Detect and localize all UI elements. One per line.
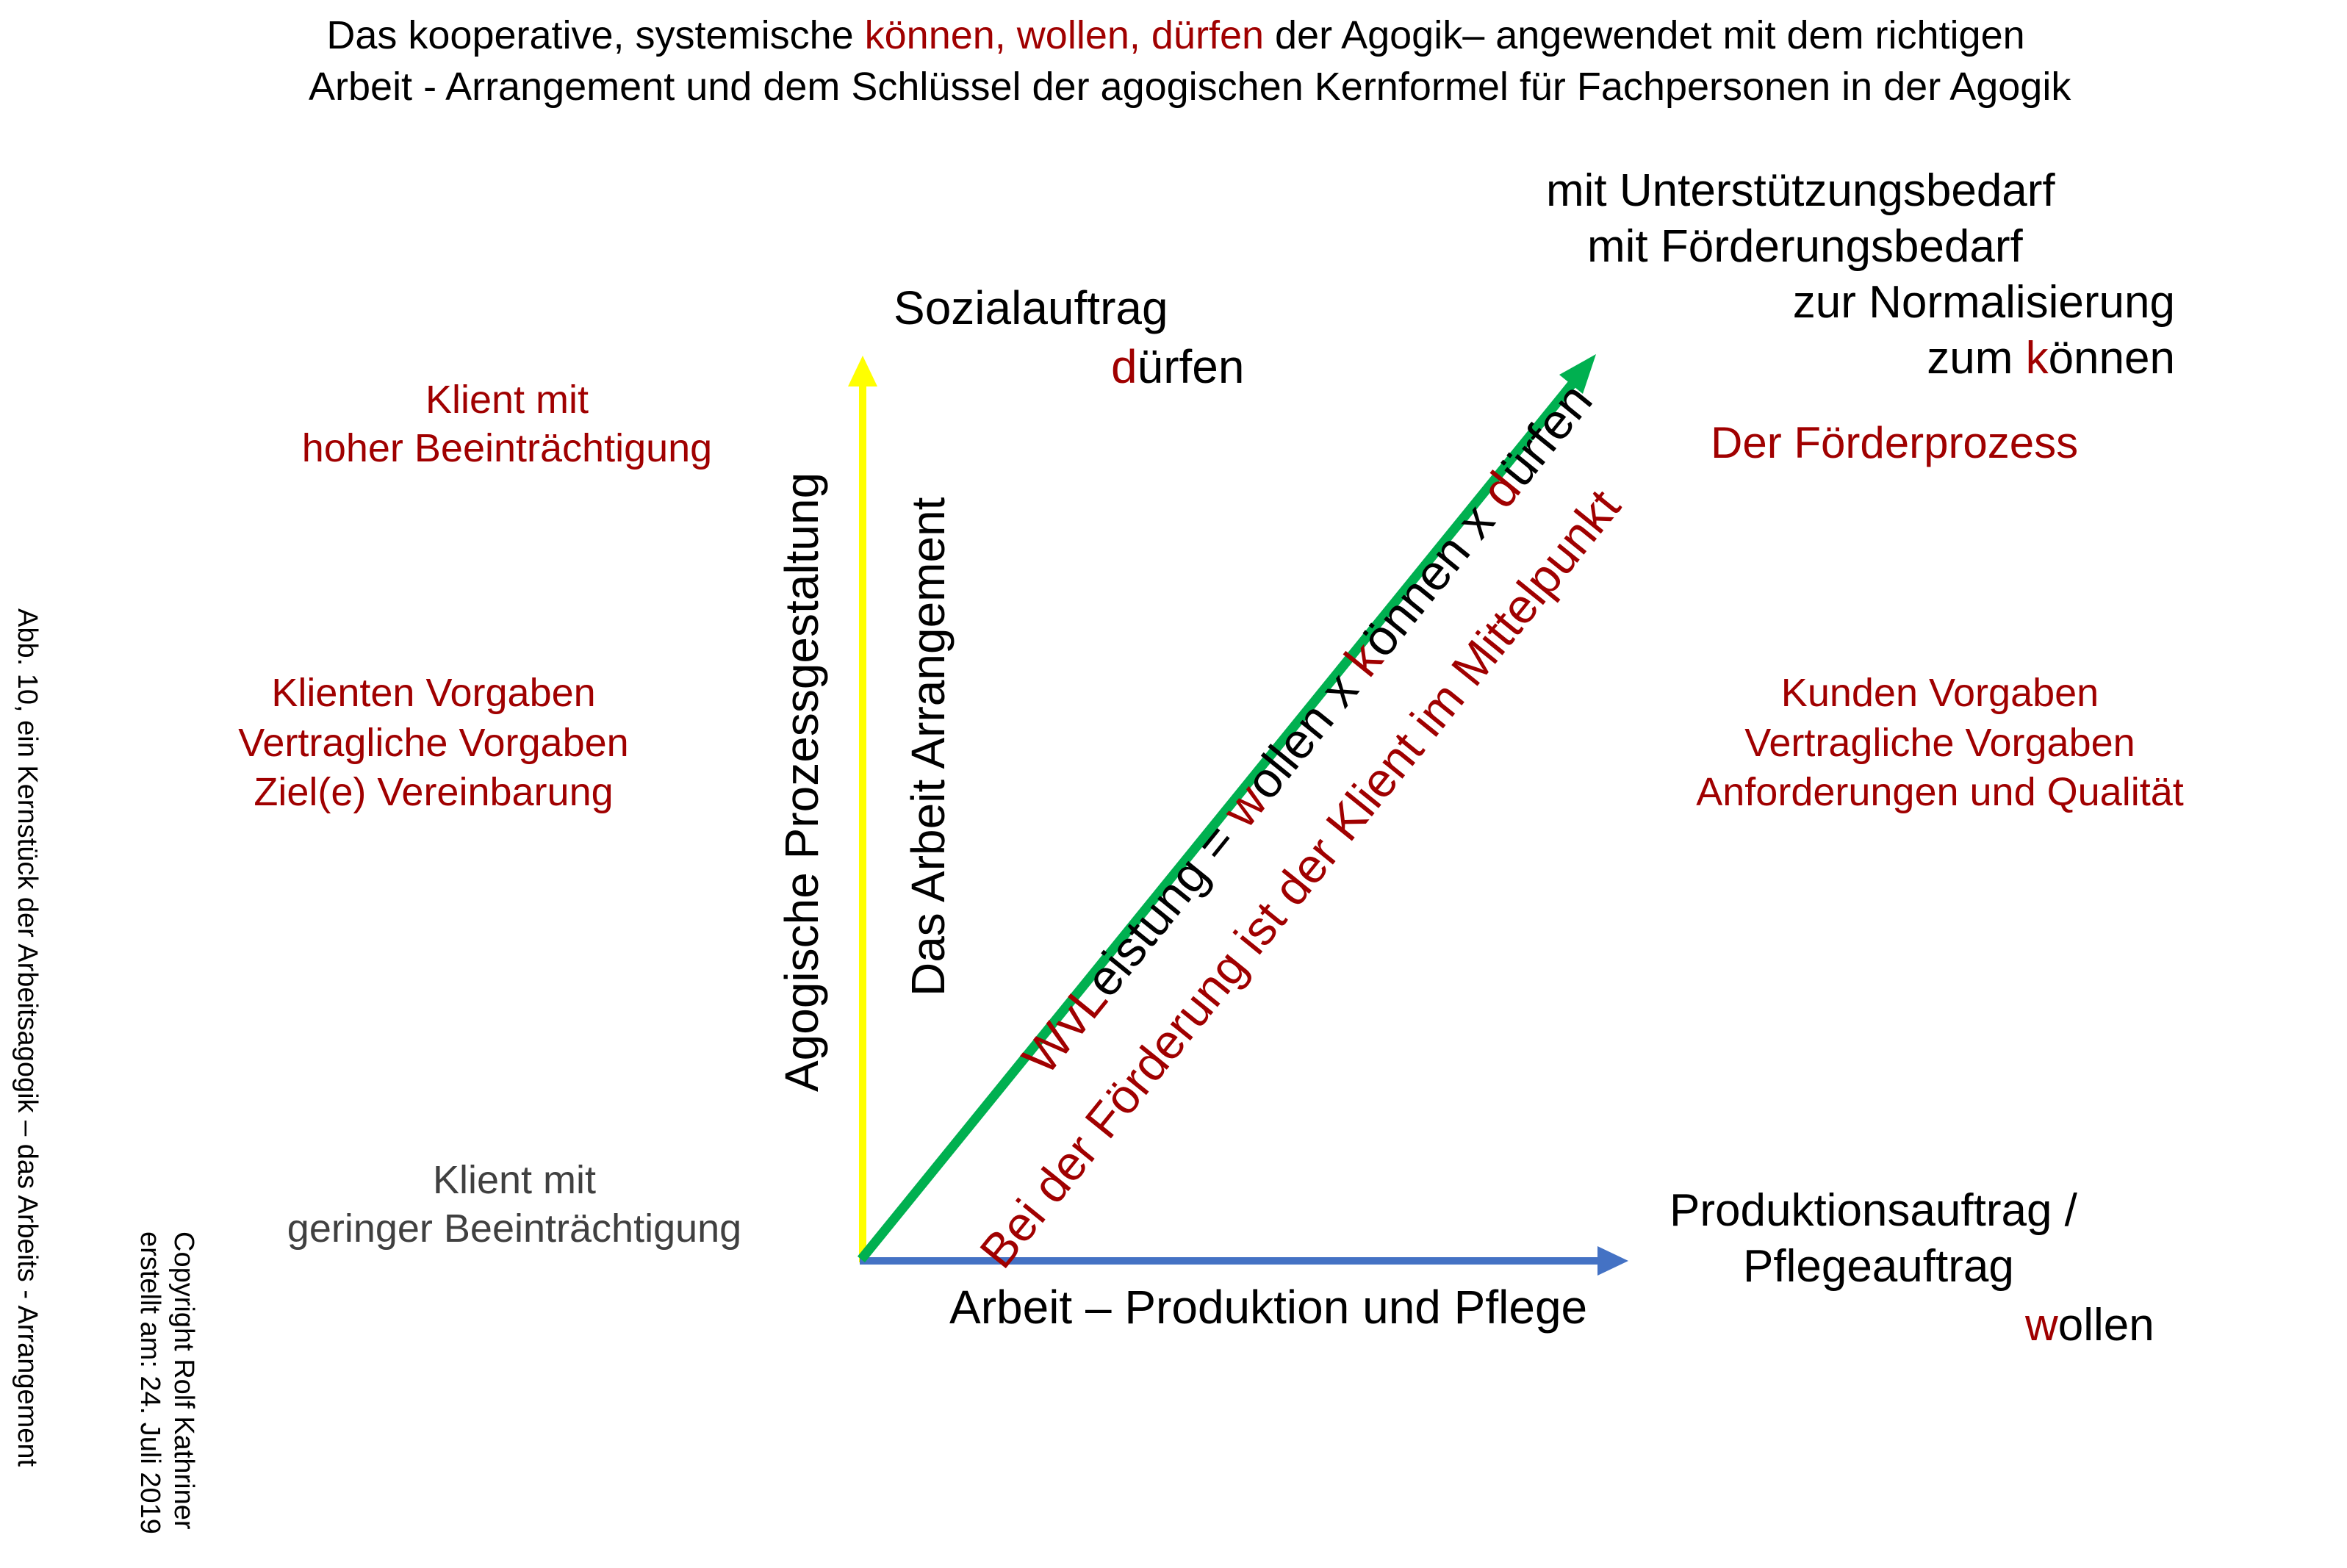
copyright-line-1: Copyright Rolf Kathriner [168, 1231, 199, 1530]
client-high-line-1: Klient mit [425, 378, 589, 422]
arbeit-arrangement-label: Das Arbeit Arrangement [902, 497, 955, 996]
top-right-line-4: zum können [1617, 331, 2175, 386]
agogische-prozessgestaltung-label: Agogische Prozessgestaltung [775, 472, 828, 1092]
foerderprozess-label: Der Förderprozess [1711, 418, 2079, 467]
header-line-1-part-2: der Agogik– angewendet mit dem richtigen [1264, 13, 2025, 57]
header-line-2: Arbeit - Arrangement und dem Schlüssel d… [309, 65, 2071, 109]
koennen-initial: k [2025, 333, 2049, 384]
figure-caption: Abb. 10, ein Kernstück der Arbeitsagogik… [12, 608, 43, 1467]
customer-requirements-line-1: Kunden Vorgaben [1780, 671, 2099, 715]
client-requirements-line-3: Ziel(e) Vereinbarung [254, 770, 614, 814]
zum-prefix: zum [1927, 333, 2026, 384]
client-requirements: Klienten Vorgaben Vertragliche Vorgaben … [140, 669, 727, 818]
copyright-block: Copyright Rolf Kathriner erstellt am: 24… [133, 1231, 200, 1534]
top-right-line-2: mit Förderungsbedarf [1587, 221, 2023, 272]
customer-requirements-line-2: Vertragliche Vorgaben [1744, 720, 2135, 765]
client-low-impairment: Klient mit geringer Beeinträchtigung [213, 1157, 816, 1254]
pflegeauftrag-label: Pflegeauftrag [1743, 1241, 2014, 1292]
header-highlight: können, wollen, dürfen [864, 13, 1265, 57]
diagonal-arrow [857, 380, 1577, 1263]
produktionsauftrag-label: Produktionsauftrag / [1670, 1185, 2077, 1236]
vertical-axis-arrowhead [848, 356, 877, 386]
top-right-line-1: mit Unterstützungsbedarf [1546, 165, 2055, 216]
client-high-line-2: hoher Beeinträchtigung [301, 425, 713, 470]
koennen-rest: önnen [2048, 333, 2175, 384]
sozialauftrag-label: Sozialauftrag [894, 281, 1168, 334]
top-right-line-3: zur Normalisierung [1792, 277, 2175, 328]
client-high-impairment: Klient mit hoher Beeinträchtigung [213, 376, 801, 473]
header-line-1-part-1: Das kooperative, systemische [326, 13, 865, 57]
client-requirements-line-1: Klienten Vorgaben [271, 671, 596, 715]
client-requirements-line-2: Vertragliche Vorgaben [238, 720, 629, 765]
header-line-1: Das kooperative, systemische können, wol… [309, 12, 2043, 60]
client-low-line-1: Klient mit [432, 1158, 597, 1202]
wollen-rest: ollen [2057, 1300, 2154, 1351]
client-low-line-2: geringer Beeinträchtigung [287, 1206, 742, 1251]
duerfen-rest: ürfen [1137, 340, 1245, 393]
duerfen-initial: d [1111, 340, 1137, 393]
customer-requirements-line-3: Anforderungen und Qualität [1696, 770, 2184, 814]
horizontal-axis-arrowhead [1597, 1246, 1628, 1276]
diagonal-arrowhead [1559, 354, 1596, 394]
bottom-axis-label: Arbeit – Produktion und Pflege [949, 1281, 1588, 1334]
wollen-label: wollen [2025, 1298, 2154, 1353]
customer-requirements: Kunden Vorgaben Vertragliche Vorgaben An… [1639, 669, 2241, 818]
wollen-initial: w [2025, 1300, 2058, 1351]
duerfen-label: dürfen [1111, 338, 1244, 395]
copyright-line-2: erstellt am: 24. Juli 2019 [134, 1231, 166, 1534]
